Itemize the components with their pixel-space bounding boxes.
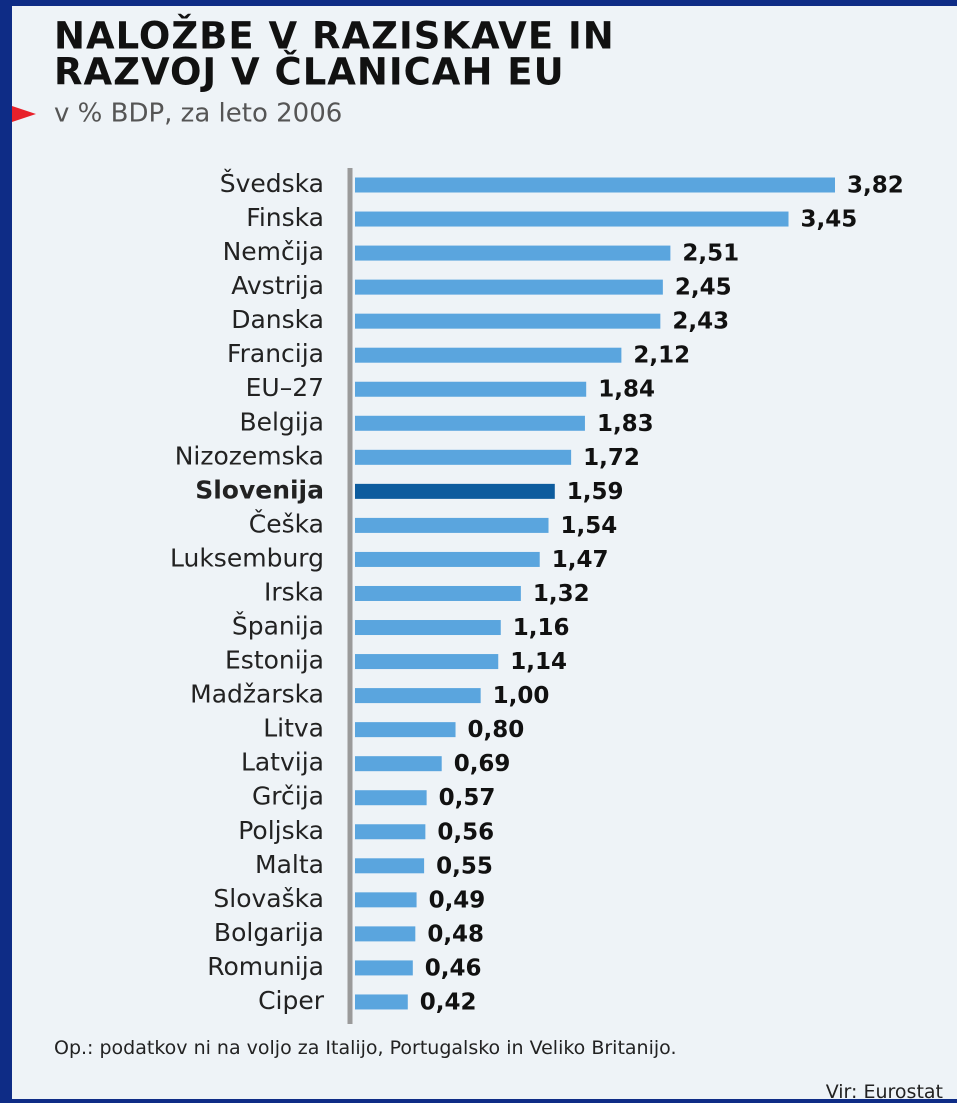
category-label: Ciper xyxy=(258,986,325,1015)
category-label: Nizozemska xyxy=(175,441,324,470)
bar xyxy=(355,313,661,329)
bar xyxy=(355,722,456,738)
value-label: 3,45 xyxy=(801,207,858,233)
bar xyxy=(355,926,416,942)
value-label: 2,51 xyxy=(682,241,739,267)
bar xyxy=(355,994,408,1010)
bar xyxy=(355,790,427,806)
value-label: 0,55 xyxy=(436,853,493,879)
value-label: 1,47 xyxy=(552,547,609,573)
bar xyxy=(355,688,481,704)
category-label: Francija xyxy=(227,339,324,368)
value-label: 1,00 xyxy=(493,683,550,709)
value-label: 0,57 xyxy=(439,785,496,811)
category-label: Bolgarija xyxy=(214,918,324,947)
category-label: Belgija xyxy=(239,407,324,436)
category-label: Malta xyxy=(255,850,324,879)
category-label: Slovaška xyxy=(213,884,324,913)
bar xyxy=(355,517,549,533)
category-label: Estonija xyxy=(225,646,324,675)
value-label: 1,16 xyxy=(513,615,570,641)
category-label: Poljska xyxy=(238,816,324,845)
value-label: 1,54 xyxy=(561,513,618,539)
bar xyxy=(355,211,789,227)
chart: NALOŽBE V RAZISKAVE IN RAZVOJ V ČLANICAH… xyxy=(12,14,904,1024)
value-label: 0,48 xyxy=(427,921,484,947)
value-label: 2,12 xyxy=(633,343,690,369)
bar xyxy=(355,756,442,772)
value-label: 2,45 xyxy=(675,275,732,301)
category-label: Danska xyxy=(231,305,324,334)
subtitle: v % BDP, za leto 2006 xyxy=(54,99,342,129)
bar xyxy=(355,551,540,567)
bar xyxy=(355,483,555,499)
bar xyxy=(355,620,501,636)
value-label: 1,14 xyxy=(510,649,567,675)
bar xyxy=(355,415,585,431)
bar xyxy=(355,449,572,465)
bar xyxy=(355,858,425,874)
category-label: Litva xyxy=(263,714,324,743)
value-label: 3,82 xyxy=(847,173,904,199)
category-label: Romunija xyxy=(207,952,324,981)
category-label: Avstrija xyxy=(231,271,324,300)
value-label: 0,80 xyxy=(468,717,525,743)
value-label: 1,32 xyxy=(533,581,590,607)
value-label: 0,69 xyxy=(454,751,511,777)
bar xyxy=(355,381,587,397)
bar xyxy=(355,245,671,261)
chart-frame: NALOŽBE V RAZISKAVE IN RAZVOJ V ČLANICAH… xyxy=(12,6,957,1103)
category-label: Luksemburg xyxy=(170,543,324,572)
bar xyxy=(355,347,622,363)
bar xyxy=(355,177,835,193)
value-label: 2,43 xyxy=(672,309,729,335)
value-label: 0,46 xyxy=(425,955,482,981)
value-label: 1,83 xyxy=(597,411,654,437)
bar xyxy=(355,585,521,601)
category-label: Češka xyxy=(249,508,324,538)
bar xyxy=(355,279,663,295)
category-label: Švedska xyxy=(220,168,324,198)
title-line: RAZVOJ V ČLANICAH EU xyxy=(54,50,565,94)
title-line: NALOŽBE V RAZISKAVE IN xyxy=(54,14,615,58)
value-label: 1,84 xyxy=(598,377,655,403)
category-label: Španija xyxy=(232,611,324,641)
category-label: Irska xyxy=(264,577,324,606)
category-label: Finska xyxy=(246,203,324,232)
marker xyxy=(12,106,36,122)
value-label: 0,56 xyxy=(437,819,494,845)
bar xyxy=(355,892,417,908)
category-label: EU–27 xyxy=(246,373,324,402)
note: Op.: podatkov ni na voljo za Italijo, Po… xyxy=(54,1037,677,1059)
category-label: Madžarska xyxy=(190,680,324,709)
value-label: 0,42 xyxy=(420,989,477,1015)
value-label: 1,72 xyxy=(583,445,640,471)
bar xyxy=(355,960,413,976)
category-label: Nemčija xyxy=(223,237,324,266)
value-label: 0,49 xyxy=(429,887,486,913)
category-label: Slovenija xyxy=(195,475,324,504)
source: Vir: Eurostat xyxy=(825,1081,943,1103)
category-label: Grčija xyxy=(252,782,324,811)
bar xyxy=(355,654,499,670)
value-label: 1,59 xyxy=(567,479,624,505)
category-label: Latvija xyxy=(241,748,324,777)
bar xyxy=(355,824,426,840)
